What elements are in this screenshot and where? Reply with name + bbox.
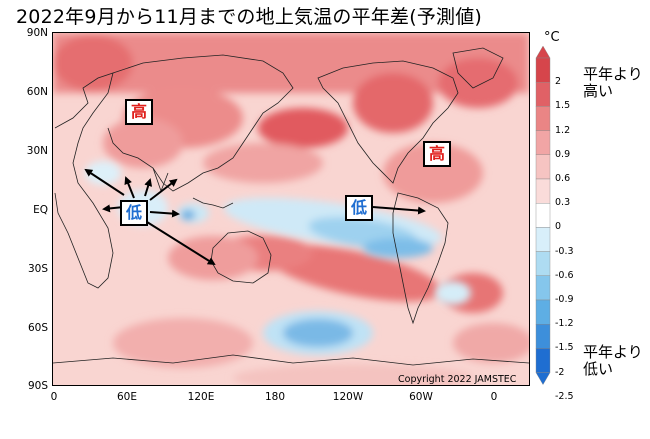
lat-label-60n: 60N [26, 86, 48, 98]
temperature-anomaly-map [52, 32, 530, 386]
colorbar-cell [535, 251, 551, 277]
colorbar-level-label: 1.5 [555, 100, 571, 112]
colorbar-level-label: -1.5 [555, 342, 574, 354]
anomaly-field [53, 33, 529, 385]
lat-label-90s: 90S [27, 380, 48, 392]
lon-label-0-east: 0 [490, 391, 498, 403]
map-title: 2022年9月から11月までの地上気温の平年差(予測値) [16, 6, 483, 28]
colorbar-level-label: 2 [555, 76, 562, 88]
colorbar-top-extension [535, 46, 551, 59]
legend-above-normal: 平年より 高い [583, 65, 643, 101]
legend-above-line: 平年より 高い [583, 65, 643, 101]
lon-label-120w: 120W [332, 391, 364, 403]
colorbar-cell [535, 202, 551, 228]
lat-label-60s: 60S [27, 322, 48, 334]
colorbar-level-label: -0.3 [555, 245, 574, 257]
legend-below-line: 平年より 低い [583, 343, 643, 379]
lon-label-60e: 60E [117, 391, 137, 403]
colorbar-bottom-extension [535, 372, 551, 385]
colorbar-cell [535, 299, 551, 325]
colorbar-level-label: 1.2 [555, 124, 571, 136]
colorbar-level-label: -0.9 [555, 294, 574, 305]
colorbar-level-label: 0.6 [555, 173, 571, 184]
colorbar-level-label: -1.2 [555, 318, 574, 330]
lat-label-eq: EQ [33, 204, 48, 216]
colorbar-level-label: 0 [555, 221, 562, 233]
lon-label-180: 180 [264, 391, 286, 403]
colorbar-level-label: -2.5 [555, 390, 574, 402]
legend-below-normal: 平年より 低い [583, 343, 643, 379]
colorbar-cell [535, 82, 551, 107]
colorbar-cell [535, 130, 551, 155]
lon-label-120e: 120E [187, 391, 215, 403]
lon-label-60w: 60W [409, 391, 433, 403]
colorbar [535, 46, 551, 385]
colorbar-cell [535, 154, 551, 180]
colorbar-cell [535, 348, 551, 373]
copyright-notice: Copyright 2022 JAMSTEC [398, 374, 517, 385]
lat-label-90n: 90N [26, 27, 48, 39]
lat-label-30s: 30S [27, 263, 48, 275]
colorbar-cell [535, 106, 551, 131]
coastlines [53, 47, 529, 366]
colorbar-level-label: 0.3 [555, 197, 571, 209]
high-badge-eurasia: 高 [125, 99, 154, 125]
colorbar-level-label: 0.9 [555, 148, 571, 160]
colorbar-cell [535, 324, 551, 349]
colorbar-cell [535, 275, 551, 301]
high-badge-north-atlantic: 高 [423, 141, 452, 167]
low-badge-east-pacific: 低 [345, 195, 374, 221]
colorbar-cell [535, 178, 551, 204]
colorbar-cell [535, 57, 551, 83]
low-badge-indian-ocean: 低 [120, 200, 149, 226]
colorbar-level-label: -0.6 [555, 269, 574, 281]
colorbar-unit: °C [544, 30, 560, 45]
lon-label-0-west: 0 [50, 391, 58, 403]
colorbar-cell [535, 227, 551, 252]
lat-label-30n: 30N [26, 145, 48, 157]
colorbar-level-label: -2 [555, 366, 565, 378]
